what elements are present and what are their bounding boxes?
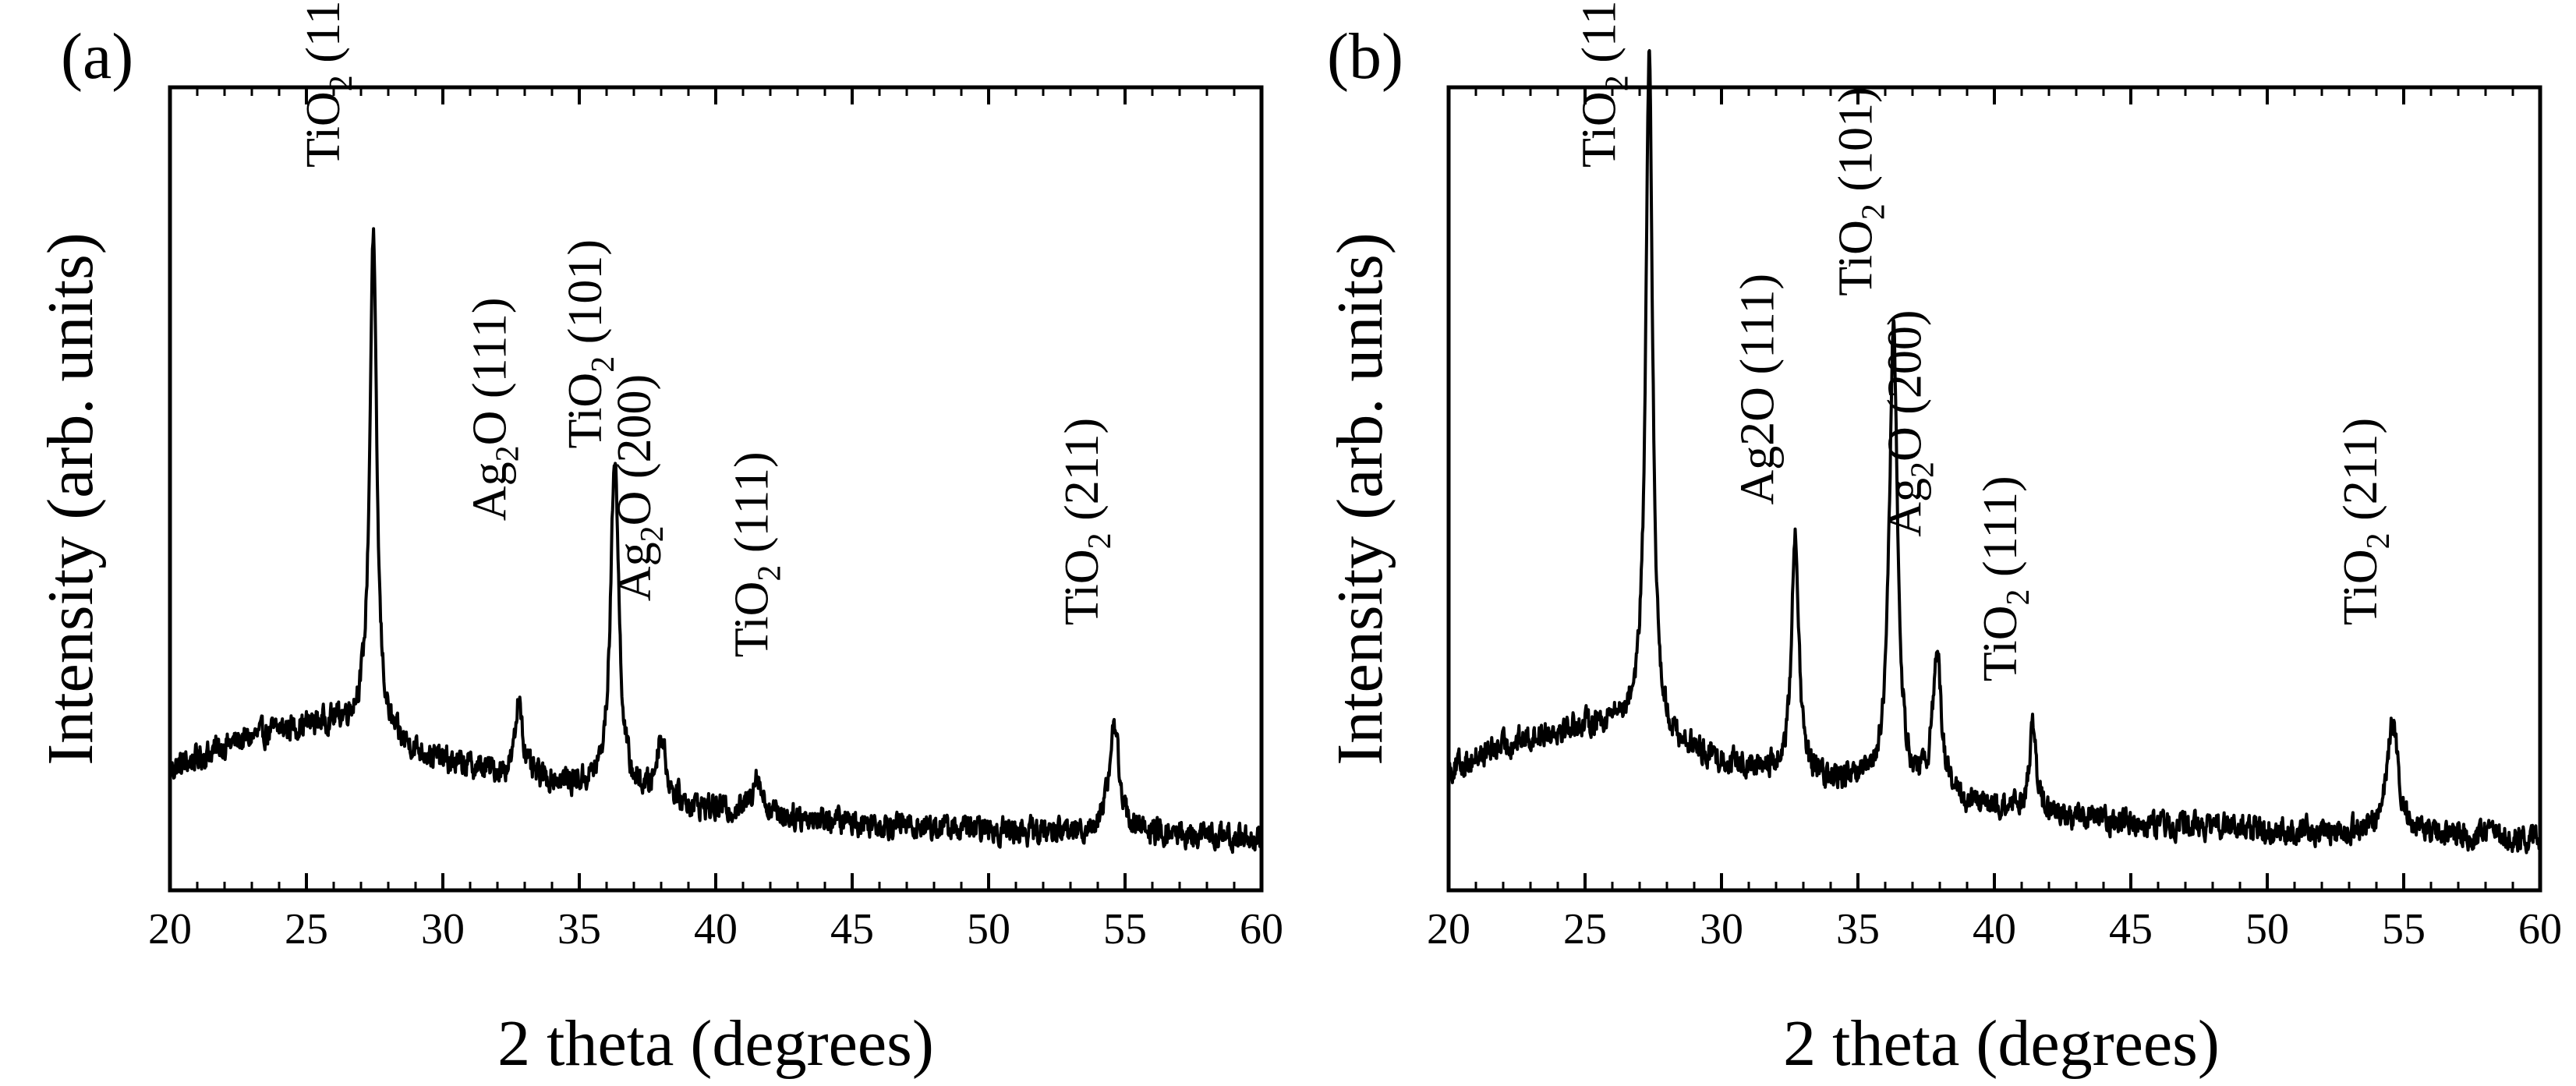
peak-label: TiO2 (211) <box>2334 418 2397 625</box>
x-axis-label: 2 theta (degrees) <box>497 1007 934 1080</box>
panel-label: (b) <box>1327 20 1403 93</box>
panel-a: (a) Intensity (arb. units) 2 theta (degr… <box>34 0 1283 1080</box>
panel-b: (b) Intensity (arb. units) 2 theta (degr… <box>1324 0 2562 1080</box>
peak-label: Ag2O (111) <box>464 297 526 521</box>
x-tick-label: 55 <box>1103 905 1147 953</box>
xrd-trace-a <box>168 227 1263 854</box>
x-tick-label: 25 <box>1563 905 1607 953</box>
xrd-trace-b <box>1447 48 2542 854</box>
x-tick-label: 40 <box>1973 905 2016 953</box>
peak-label: TiO2 (111) <box>1974 476 2036 681</box>
y-axis-label: Intensity (arb. units) <box>34 232 107 766</box>
peak-label: TiO2 (110) <box>297 0 359 168</box>
x-axis-label: 2 theta (degrees) <box>1783 1007 2220 1080</box>
x-tick-label: 20 <box>1427 905 1470 953</box>
x-tick-label: 30 <box>1700 905 1743 953</box>
peak-label: Ag2O (111) <box>1732 274 1785 505</box>
x-tick-label: 50 <box>967 905 1010 953</box>
x-tick-label: 50 <box>2245 905 2289 953</box>
peak-annotations-a: TiO2 (110) Ag2O (111) TiO2 (101)Ag2O (200)… <box>297 0 1118 657</box>
x-tick-label: 60 <box>2518 905 2562 953</box>
peak-label: Ag2O (200) <box>1879 310 1941 536</box>
x-tick-label: 55 <box>2382 905 2426 953</box>
peak-label: TiO2 (110) <box>1573 0 1636 168</box>
peak-label: TiO2 (101) <box>559 239 621 449</box>
x-tick-label: 45 <box>830 905 874 953</box>
panel-label: (a) <box>61 20 133 93</box>
x-tick-label: 40 <box>694 905 738 953</box>
x-axis-ticks-a: 20 25 30 35 40 45 50 55 60 <box>148 87 1283 953</box>
x-tick-label: 25 <box>285 905 328 953</box>
peak-label: TiO2 (101) <box>1830 87 1892 296</box>
peak-label: TiO2 (111) <box>726 451 788 657</box>
x-tick-label: 30 <box>421 905 465 953</box>
peak-annotations-b: TiO2 (110) Ag2O (111) TiO2 (101) Ag2O (200)… <box>1573 0 2397 681</box>
x-tick-label: 20 <box>148 905 192 953</box>
x-tick-label: 35 <box>557 905 601 953</box>
x-tick-label: 35 <box>1836 905 1880 953</box>
x-axis-ticks-b: 20 25 30 35 40 45 50 55 60 <box>1427 87 2562 953</box>
y-axis-label: Intensity (arb. units) <box>1324 232 1396 766</box>
peak-label: TiO2 (211) <box>1056 418 1118 625</box>
x-tick-label: 45 <box>2109 905 2153 953</box>
x-tick-label: 60 <box>1240 905 1283 953</box>
peak-label: Ag2O (200) <box>608 374 671 601</box>
